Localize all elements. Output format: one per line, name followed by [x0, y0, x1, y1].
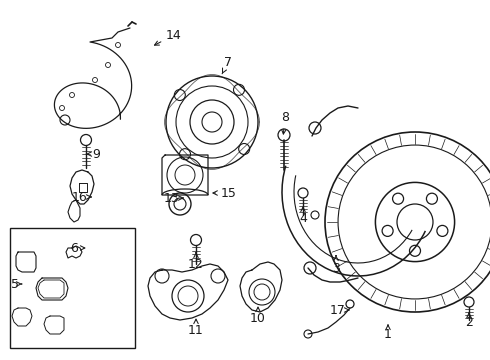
Text: 16: 16	[72, 190, 91, 203]
Text: 3: 3	[332, 256, 340, 275]
Text: 17: 17	[330, 303, 349, 316]
Text: 1: 1	[384, 325, 392, 342]
Text: 2: 2	[465, 313, 473, 329]
Text: 12: 12	[188, 253, 204, 271]
Text: 11: 11	[188, 319, 204, 337]
Text: 13: 13	[164, 192, 183, 204]
Text: 6: 6	[70, 242, 85, 255]
Bar	[10, 228, 135, 348]
Text: 14: 14	[154, 28, 182, 45]
Text: 8: 8	[281, 111, 289, 134]
Text: 15: 15	[213, 186, 237, 199]
Text: 4: 4	[299, 207, 307, 225]
Text: 9: 9	[86, 148, 100, 161]
Text: 7: 7	[222, 55, 232, 74]
Text: 10: 10	[250, 307, 266, 324]
Text: 5: 5	[11, 278, 22, 291]
